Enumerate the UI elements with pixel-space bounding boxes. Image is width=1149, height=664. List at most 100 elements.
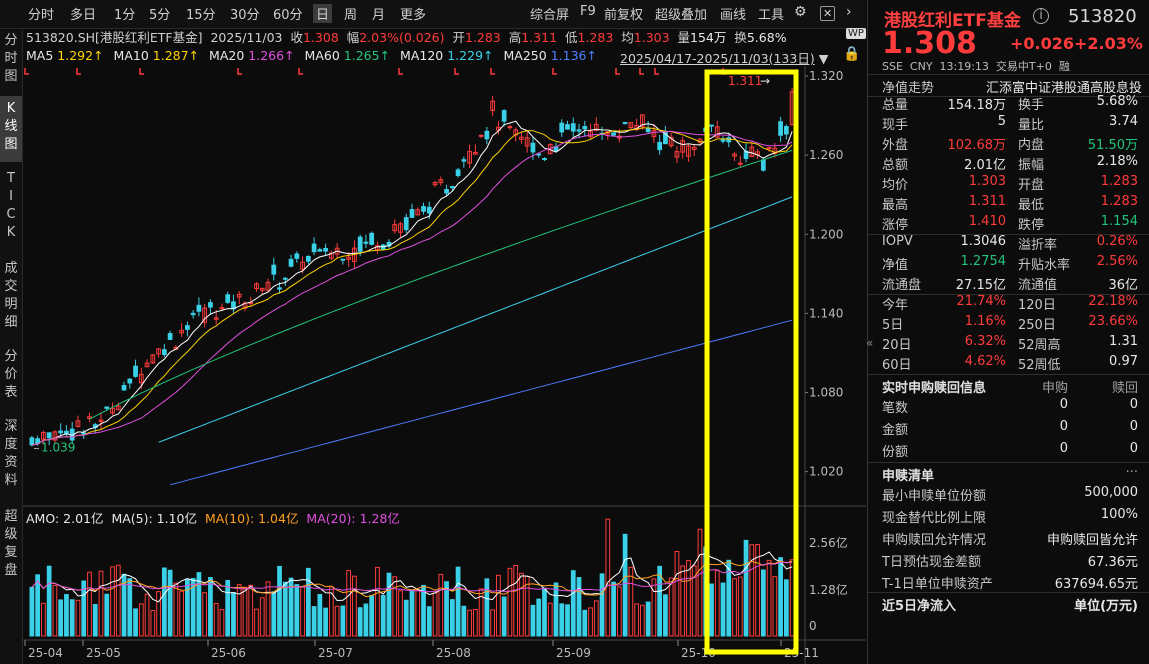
candle-body: [271, 264, 277, 275]
tab-super-review[interactable]: 超 级 复 盘: [4, 509, 18, 578]
volume-bar: [242, 586, 248, 637]
amo-legend: AMO: 2.01亿 MA(5): 1.10亿 MA(10): 1.04亿 MA…: [26, 508, 400, 527]
volume-bar: [697, 528, 703, 637]
date-range[interactable]: 2025/04/17-2025/11/03(133日) ▼: [620, 48, 828, 67]
collapse-arrow-icon[interactable]: «: [866, 336, 874, 350]
volume-bar: [363, 603, 369, 637]
tab-trade-details[interactable]: 成 交 明 细: [4, 261, 18, 330]
close-value: 1.308: [302, 30, 339, 45]
period-tab-60min[interactable]: 60分: [273, 8, 303, 23]
ma-name: MA120: [400, 48, 444, 63]
period-tab-intraday[interactable]: 分时: [28, 8, 55, 23]
candle-body: [409, 209, 415, 218]
subscribe-value: 0: [1059, 441, 1068, 456]
volume-bar: [542, 587, 547, 637]
candle-body: [415, 209, 421, 216]
tab-price-table[interactable]: 分 价 表: [4, 349, 18, 400]
kline-chart[interactable]: 1.320 1.260 1.200 1.140 1.080 1.020 2.56亿 1.28亿…: [23, 66, 866, 664]
f9-button[interactable]: F9: [580, 4, 596, 19]
adjust-forward-button[interactable]: 前复权: [604, 8, 644, 23]
candle-body: [749, 146, 755, 157]
volume-bar: [92, 604, 98, 637]
rows-label: 总量: [882, 98, 909, 113]
period-tab-month[interactable]: 月: [372, 8, 386, 23]
security-code-label: 513820.SH[港股红利ETF基金]: [26, 30, 203, 45]
volume-bar: [167, 569, 173, 637]
rows2-value: 27.15亿: [955, 278, 1006, 293]
last-price: 1.308: [882, 26, 977, 61]
period-tab-more[interactable]: 更多: [400, 8, 427, 23]
rows-value: 51.50万: [1087, 138, 1138, 153]
tab-tick[interactable]: T I C K: [6, 171, 16, 240]
candle-body: [467, 150, 472, 164]
rows3-label: 250日: [1018, 318, 1056, 333]
rows-label: 总额: [882, 158, 909, 173]
trend-label[interactable]: 净值走势: [882, 81, 935, 96]
volume-bar: [104, 593, 110, 637]
volume-bar: [657, 565, 663, 637]
volume-bar: [346, 570, 352, 637]
candle-body: [686, 145, 691, 157]
tab-deep-info[interactable]: 深 度 资 料: [4, 419, 18, 488]
lock-icon[interactable]: 🔒: [843, 46, 861, 62]
volume-bar: [513, 565, 519, 637]
close-icon[interactable]: ✕: [820, 6, 836, 21]
rows-value: 102.68万: [947, 138, 1007, 153]
avg-label: 均: [621, 30, 634, 45]
candle-body: [328, 252, 334, 259]
tools-button[interactable]: 工具: [758, 8, 785, 23]
date-tick-label: 25-08: [436, 646, 471, 660]
left-side-tabs: 分 时 图 K 线 图 T I C K 成 交 明 细 分 价 表 深 度 资 …: [0, 30, 23, 664]
chevron-right-icon[interactable]: ›: [846, 4, 852, 20]
volume-bar: [398, 590, 403, 637]
volume-bar: [277, 565, 282, 637]
rows3-row: 5日 1.16% 250日 23.66%: [882, 314, 1142, 334]
volume-bar: [375, 566, 380, 637]
candle-body: [593, 123, 599, 131]
candle-body: [657, 141, 663, 151]
volume-bar: [426, 606, 432, 637]
candle-body: [421, 206, 426, 212]
period-tab-1min[interactable]: 1分: [114, 8, 136, 23]
candle-body: [582, 125, 588, 130]
candle-body: [472, 151, 478, 155]
rows3-row: 今年 21.74% 120日 22.18%: [882, 294, 1142, 314]
amp-value: 2.03%(0.026): [359, 30, 445, 45]
volume-bar: [369, 595, 375, 637]
drawing-button[interactable]: 画线: [720, 8, 747, 23]
gear-icon[interactable]: ⚙: [794, 4, 807, 20]
rows3-value: 1.16%: [964, 314, 1006, 329]
quote-line: 513820.SH[港股红利ETF基金] 2025/11/03 收1.308 幅…: [26, 27, 787, 46]
period-tab-15min[interactable]: 15分: [186, 8, 216, 23]
wp-icon[interactable]: WP: [846, 28, 866, 39]
candle-body: [288, 258, 294, 267]
candle-body: [674, 151, 680, 158]
volume-bar: [432, 592, 438, 637]
price-tick-label: 1.320: [809, 69, 843, 83]
volume-bar: [576, 577, 582, 637]
volume-bar: [588, 607, 593, 637]
candle-body: [778, 121, 783, 136]
period-tab-week[interactable]: 周: [344, 8, 358, 23]
volume-bar: [208, 577, 213, 637]
volume-bar: [138, 603, 144, 637]
volume-bar: [778, 557, 783, 637]
period-tab-5min[interactable]: 5分: [149, 8, 171, 23]
composite-screen-button[interactable]: 综合屏: [530, 8, 570, 23]
rows-row: 涨停 1.410 跌停 1.154: [882, 214, 1142, 234]
volume-bar: [196, 572, 202, 637]
volume-bar: [628, 566, 634, 637]
super-overlay-button[interactable]: 超级叠加: [655, 8, 708, 23]
info-icon[interactable]: i: [1033, 8, 1049, 24]
more-icon[interactable]: ···: [1125, 465, 1138, 480]
tab-intraday-chart[interactable]: 分 时 图: [4, 33, 18, 84]
period-tab-30min[interactable]: 30分: [230, 8, 260, 23]
subscription-row: 金额 0 0: [882, 419, 1142, 439]
ma-value: 1.292↑: [57, 48, 104, 63]
tab-kline-chart[interactable]: K 线 图: [0, 96, 22, 162]
rows-label: 涨停: [882, 218, 909, 233]
volume-bar: [663, 594, 668, 637]
period-tab-multiday[interactable]: 多日: [70, 8, 97, 23]
candle-body: [720, 139, 726, 142]
period-tab-day[interactable]: 日: [313, 4, 333, 23]
